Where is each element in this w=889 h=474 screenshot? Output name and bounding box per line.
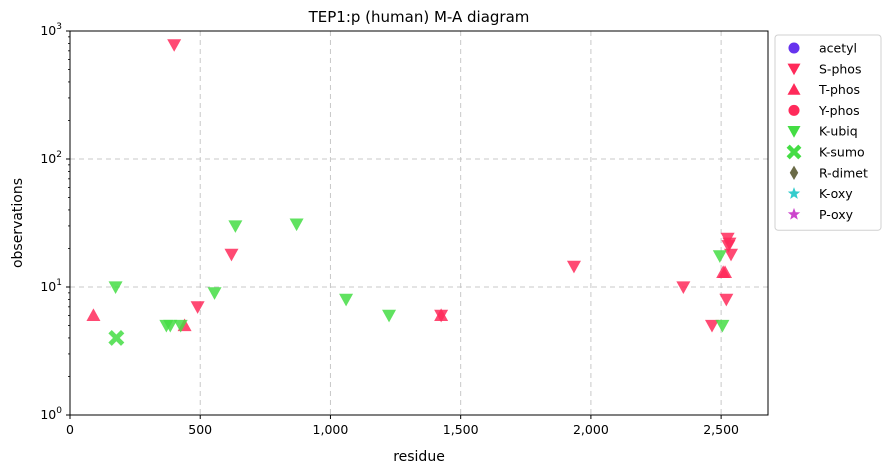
legend-label: K-ubiq — [819, 124, 858, 139]
legend: acetyl S-phos T-phos Y-phos K-ubiq K-sumo R-di… — [774, 34, 882, 231]
y-tick-label: 102 — [40, 150, 62, 166]
x-tick-label: 2,000 — [573, 422, 609, 437]
point-k-ubiq — [108, 281, 123, 294]
x-tick-label: 0 — [66, 422, 74, 437]
y-axis-title: observations — [10, 178, 26, 268]
point-t-phos — [86, 308, 101, 321]
legend-label: T-phos — [818, 82, 860, 97]
legend-marker-k-ubiq — [787, 126, 801, 138]
legend-label: P-oxy — [819, 207, 854, 222]
axis-ticks: 0 500 1,000 1,500 2,000 2,500 100 101 102 103 — [40, 22, 739, 437]
point-k-ubiq — [228, 220, 243, 233]
y-tick-label: 101 — [40, 278, 62, 294]
point-k-ubiq — [712, 250, 727, 263]
point-s-phos — [224, 248, 239, 262]
point-s-phos — [724, 248, 739, 262]
point-k-ubiq — [382, 309, 397, 323]
point-k-ubiq — [207, 287, 222, 300]
point-s-phos — [676, 281, 691, 294]
point-k-ubiq — [163, 319, 178, 333]
y-tick-label: 103 — [40, 22, 62, 38]
legend-label: K-sumo — [819, 145, 865, 160]
x-tick-label: 2,500 — [703, 422, 739, 437]
legend-marker-acetyl — [788, 42, 800, 54]
point-k-sumo — [108, 329, 125, 346]
x-axis-title: residue — [393, 449, 445, 465]
data-points — [86, 39, 739, 346]
x-tick-label: 1,000 — [313, 422, 349, 437]
plot-frame — [69, 30, 769, 416]
legend-label: Y-phos — [818, 103, 860, 118]
point-k-ubiq — [289, 218, 304, 232]
legend-label: R-dimet — [819, 165, 868, 180]
point-s-phos — [705, 319, 720, 333]
x-tick-label: 1,500 — [443, 422, 479, 437]
point-t-phos — [718, 265, 733, 279]
chart-title: TEP1:p (human) M-A diagram — [308, 8, 530, 26]
point-k-ubiq — [715, 319, 730, 333]
legend-marker-p-oxy — [787, 207, 801, 220]
legend-marker-r-dimet — [789, 165, 799, 180]
legend-box — [774, 34, 882, 231]
point-s-phos — [722, 237, 737, 251]
point-k-ubiq — [339, 293, 354, 307]
legend-marker-k-oxy — [787, 187, 801, 199]
legend-marker-t-phos — [787, 83, 801, 95]
point-k-ubiq — [173, 319, 188, 333]
legend-label: S-phos — [819, 61, 861, 76]
legend-label: acetyl — [819, 41, 857, 56]
y-tick-label: 100 — [40, 406, 62, 422]
legend-marker-s-phos — [787, 63, 801, 76]
legend-marker-y-phos — [788, 104, 800, 116]
point-t-phos — [434, 308, 449, 321]
legend-marker-k-sumo — [786, 144, 802, 160]
grid-lines — [70, 31, 768, 415]
legend-label: K-oxy — [819, 186, 853, 201]
point-s-phos — [566, 260, 581, 274]
point-s-phos — [167, 39, 182, 52]
x-tick-label: 500 — [188, 422, 212, 437]
point-s-phos — [190, 301, 205, 314]
point-s-phos — [719, 293, 734, 307]
